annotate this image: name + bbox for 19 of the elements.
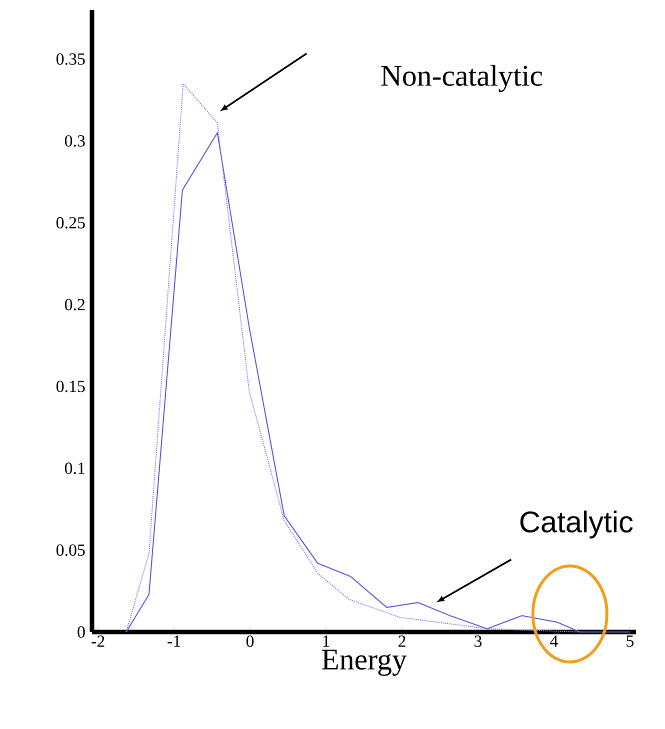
- annotation: Non-catalytic: [381, 64, 542, 92]
- y-tick-label: 0.25: [56, 217, 85, 229]
- annotation: Catalytic: [520, 510, 633, 538]
- y-tick-label: 0: [78, 626, 85, 638]
- y-tick-label: 0.35: [56, 53, 85, 65]
- y-tick-label: 0.1: [64, 462, 84, 474]
- x-axis-title: Energy: [322, 650, 407, 676]
- x-tick-label: 5: [626, 636, 634, 647]
- x-tick-label: 4: [550, 636, 558, 647]
- y-tick-label: 0.3: [64, 135, 85, 147]
- x-tick-label: 1: [323, 636, 330, 647]
- x-tick-label: 0: [246, 636, 254, 647]
- x-tick-label: 3: [474, 636, 482, 647]
- x-tick-label: 2: [398, 636, 406, 647]
- y-tick-label: 0.15: [56, 380, 85, 392]
- x-tick-label: -2: [92, 636, 104, 647]
- y-tick-label: 0.2: [64, 298, 85, 310]
- y-tick-label: 0.05: [56, 544, 85, 556]
- x-tick-label: -1: [168, 636, 180, 647]
